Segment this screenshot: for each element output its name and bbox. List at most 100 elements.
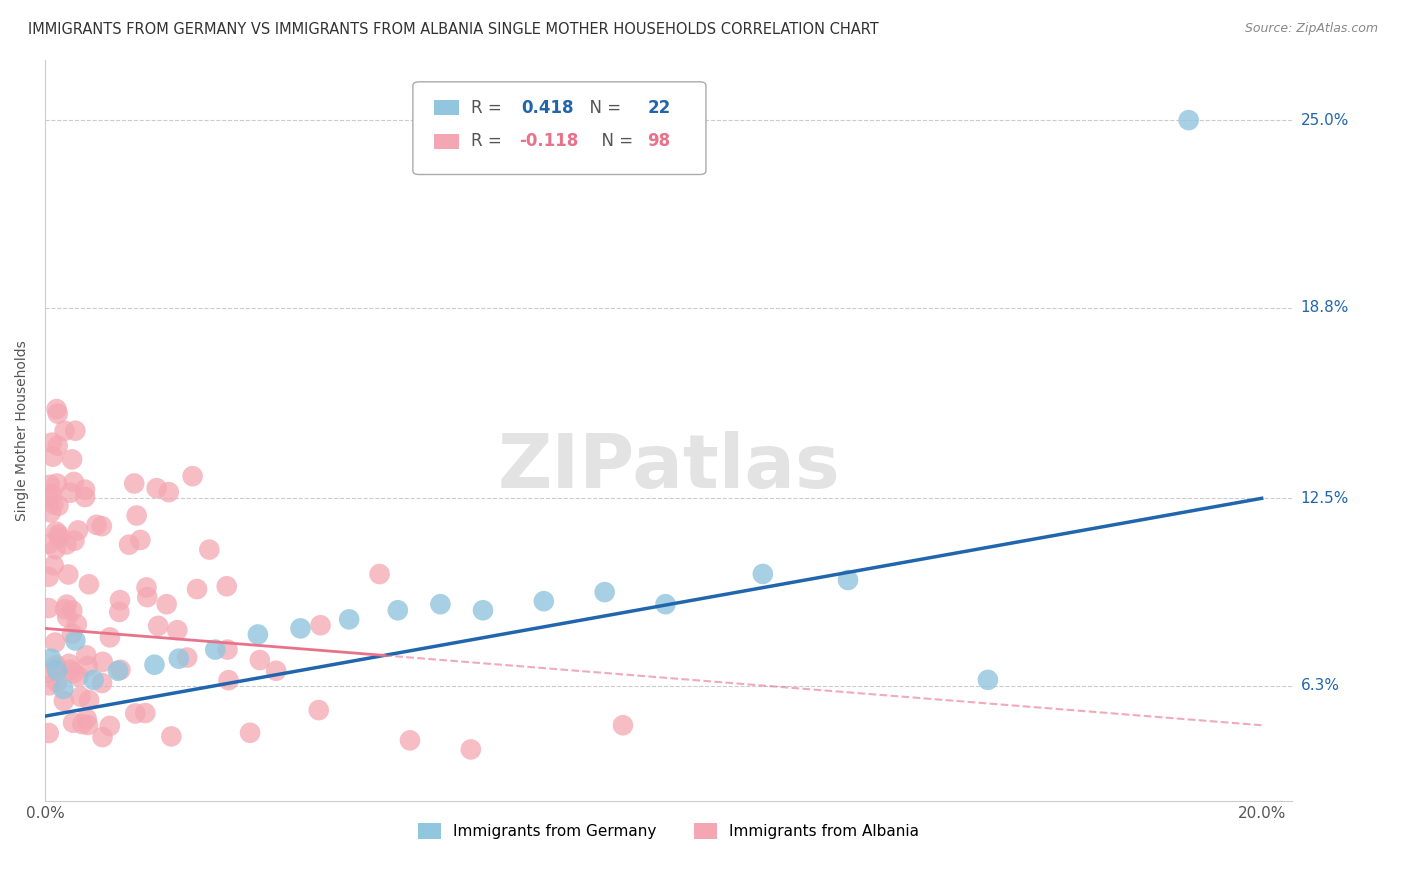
Text: 22: 22 bbox=[647, 99, 671, 117]
Point bbox=[198, 542, 221, 557]
Point bbox=[612, 718, 634, 732]
Point bbox=[460, 742, 482, 756]
Point bbox=[186, 582, 208, 596]
Point bbox=[38, 678, 60, 692]
Point bbox=[53, 602, 76, 616]
Point bbox=[135, 581, 157, 595]
Point bbox=[107, 664, 129, 678]
Text: 12.5%: 12.5% bbox=[1301, 491, 1348, 506]
Point bbox=[472, 603, 495, 617]
Point bbox=[39, 505, 62, 519]
Point bbox=[76, 712, 98, 726]
Point bbox=[38, 491, 60, 505]
Point bbox=[45, 662, 67, 676]
Point bbox=[309, 618, 332, 632]
Point bbox=[48, 530, 70, 544]
Point bbox=[48, 527, 70, 541]
Point bbox=[55, 537, 77, 551]
Point bbox=[249, 653, 271, 667]
Point bbox=[90, 519, 112, 533]
Point bbox=[55, 598, 77, 612]
Point bbox=[60, 603, 83, 617]
Point bbox=[98, 719, 121, 733]
Point bbox=[977, 673, 1000, 687]
Point bbox=[45, 542, 67, 557]
Point bbox=[75, 648, 97, 663]
FancyBboxPatch shape bbox=[413, 82, 706, 175]
Point bbox=[593, 585, 616, 599]
Point bbox=[39, 651, 62, 665]
Legend: Immigrants from Germany, Immigrants from Albania: Immigrants from Germany, Immigrants from… bbox=[412, 817, 925, 845]
Point bbox=[654, 597, 676, 611]
Point bbox=[73, 483, 96, 497]
Point bbox=[98, 631, 121, 645]
Text: IMMIGRANTS FROM GERMANY VS IMMIGRANTS FROM ALBANIA SINGLE MOTHER HOUSEHOLDS CORR: IMMIGRANTS FROM GERMANY VS IMMIGRANTS FR… bbox=[28, 22, 879, 37]
Point bbox=[63, 533, 86, 548]
Text: 98: 98 bbox=[647, 132, 671, 150]
Point bbox=[533, 594, 555, 608]
Point bbox=[75, 490, 97, 504]
Point bbox=[60, 626, 83, 640]
Point bbox=[215, 579, 238, 593]
Point bbox=[41, 435, 63, 450]
Point bbox=[46, 675, 69, 690]
Point bbox=[337, 612, 360, 626]
Point bbox=[77, 718, 100, 732]
Point bbox=[91, 730, 114, 744]
Point bbox=[38, 601, 60, 615]
Point bbox=[217, 642, 239, 657]
Text: R =: R = bbox=[471, 132, 508, 150]
Point bbox=[837, 573, 859, 587]
Point bbox=[67, 669, 90, 683]
Text: -0.118: -0.118 bbox=[519, 132, 578, 150]
Point bbox=[148, 619, 170, 633]
Point bbox=[387, 603, 409, 617]
Point bbox=[66, 617, 89, 632]
Point bbox=[264, 664, 287, 678]
Text: ZIPatlas: ZIPatlas bbox=[498, 431, 839, 504]
Point bbox=[59, 485, 82, 500]
Point bbox=[66, 524, 89, 538]
Point bbox=[290, 622, 312, 636]
Point bbox=[38, 537, 60, 551]
Text: N =: N = bbox=[579, 99, 626, 117]
Point bbox=[246, 627, 269, 641]
Point bbox=[204, 642, 226, 657]
Point bbox=[143, 657, 166, 672]
Point bbox=[38, 570, 60, 584]
Point bbox=[752, 566, 775, 581]
Point bbox=[108, 605, 131, 619]
Point bbox=[52, 681, 75, 696]
Point bbox=[46, 407, 69, 421]
Point bbox=[38, 726, 60, 740]
Point bbox=[46, 439, 69, 453]
Point bbox=[125, 508, 148, 523]
Point bbox=[42, 450, 65, 464]
Text: 0.418: 0.418 bbox=[522, 99, 574, 117]
Point bbox=[42, 497, 65, 511]
Point bbox=[41, 487, 63, 501]
Point bbox=[145, 481, 167, 495]
Point bbox=[45, 524, 67, 539]
Text: N =: N = bbox=[591, 132, 638, 150]
Point bbox=[136, 590, 159, 604]
Point bbox=[86, 517, 108, 532]
Point bbox=[62, 715, 84, 730]
Point bbox=[62, 475, 84, 489]
Point bbox=[176, 650, 198, 665]
Point bbox=[58, 567, 80, 582]
Point bbox=[77, 693, 100, 707]
Point bbox=[91, 655, 114, 669]
Point bbox=[53, 424, 76, 438]
Point bbox=[166, 623, 188, 637]
Point bbox=[58, 657, 80, 671]
FancyBboxPatch shape bbox=[434, 101, 458, 115]
Point bbox=[160, 730, 183, 744]
Point bbox=[69, 690, 91, 704]
Point bbox=[65, 424, 87, 438]
Point bbox=[181, 469, 204, 483]
Point bbox=[76, 659, 98, 673]
Point bbox=[42, 558, 65, 573]
Point bbox=[167, 651, 190, 665]
Point bbox=[156, 597, 179, 611]
